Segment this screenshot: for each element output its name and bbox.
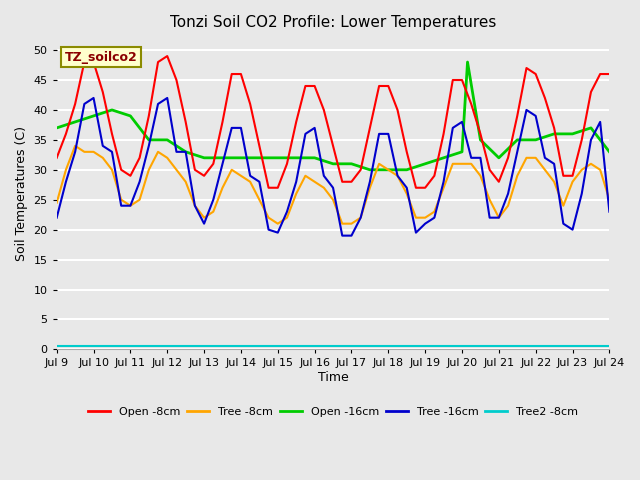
X-axis label: Time: Time [317, 371, 348, 384]
Legend: Open -8cm, Tree -8cm, Open -16cm, Tree -16cm, Tree2 -8cm: Open -8cm, Tree -8cm, Open -16cm, Tree -… [83, 403, 583, 421]
Text: TZ_soilco2: TZ_soilco2 [65, 50, 138, 63]
Y-axis label: Soil Temperatures (C): Soil Temperatures (C) [15, 126, 28, 261]
Title: Tonzi Soil CO2 Profile: Lower Temperatures: Tonzi Soil CO2 Profile: Lower Temperatur… [170, 15, 496, 30]
